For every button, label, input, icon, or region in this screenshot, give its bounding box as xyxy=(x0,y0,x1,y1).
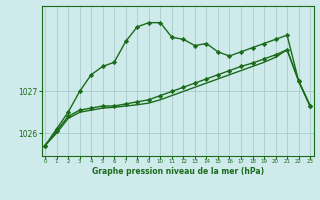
X-axis label: Graphe pression niveau de la mer (hPa): Graphe pression niveau de la mer (hPa) xyxy=(92,167,264,176)
